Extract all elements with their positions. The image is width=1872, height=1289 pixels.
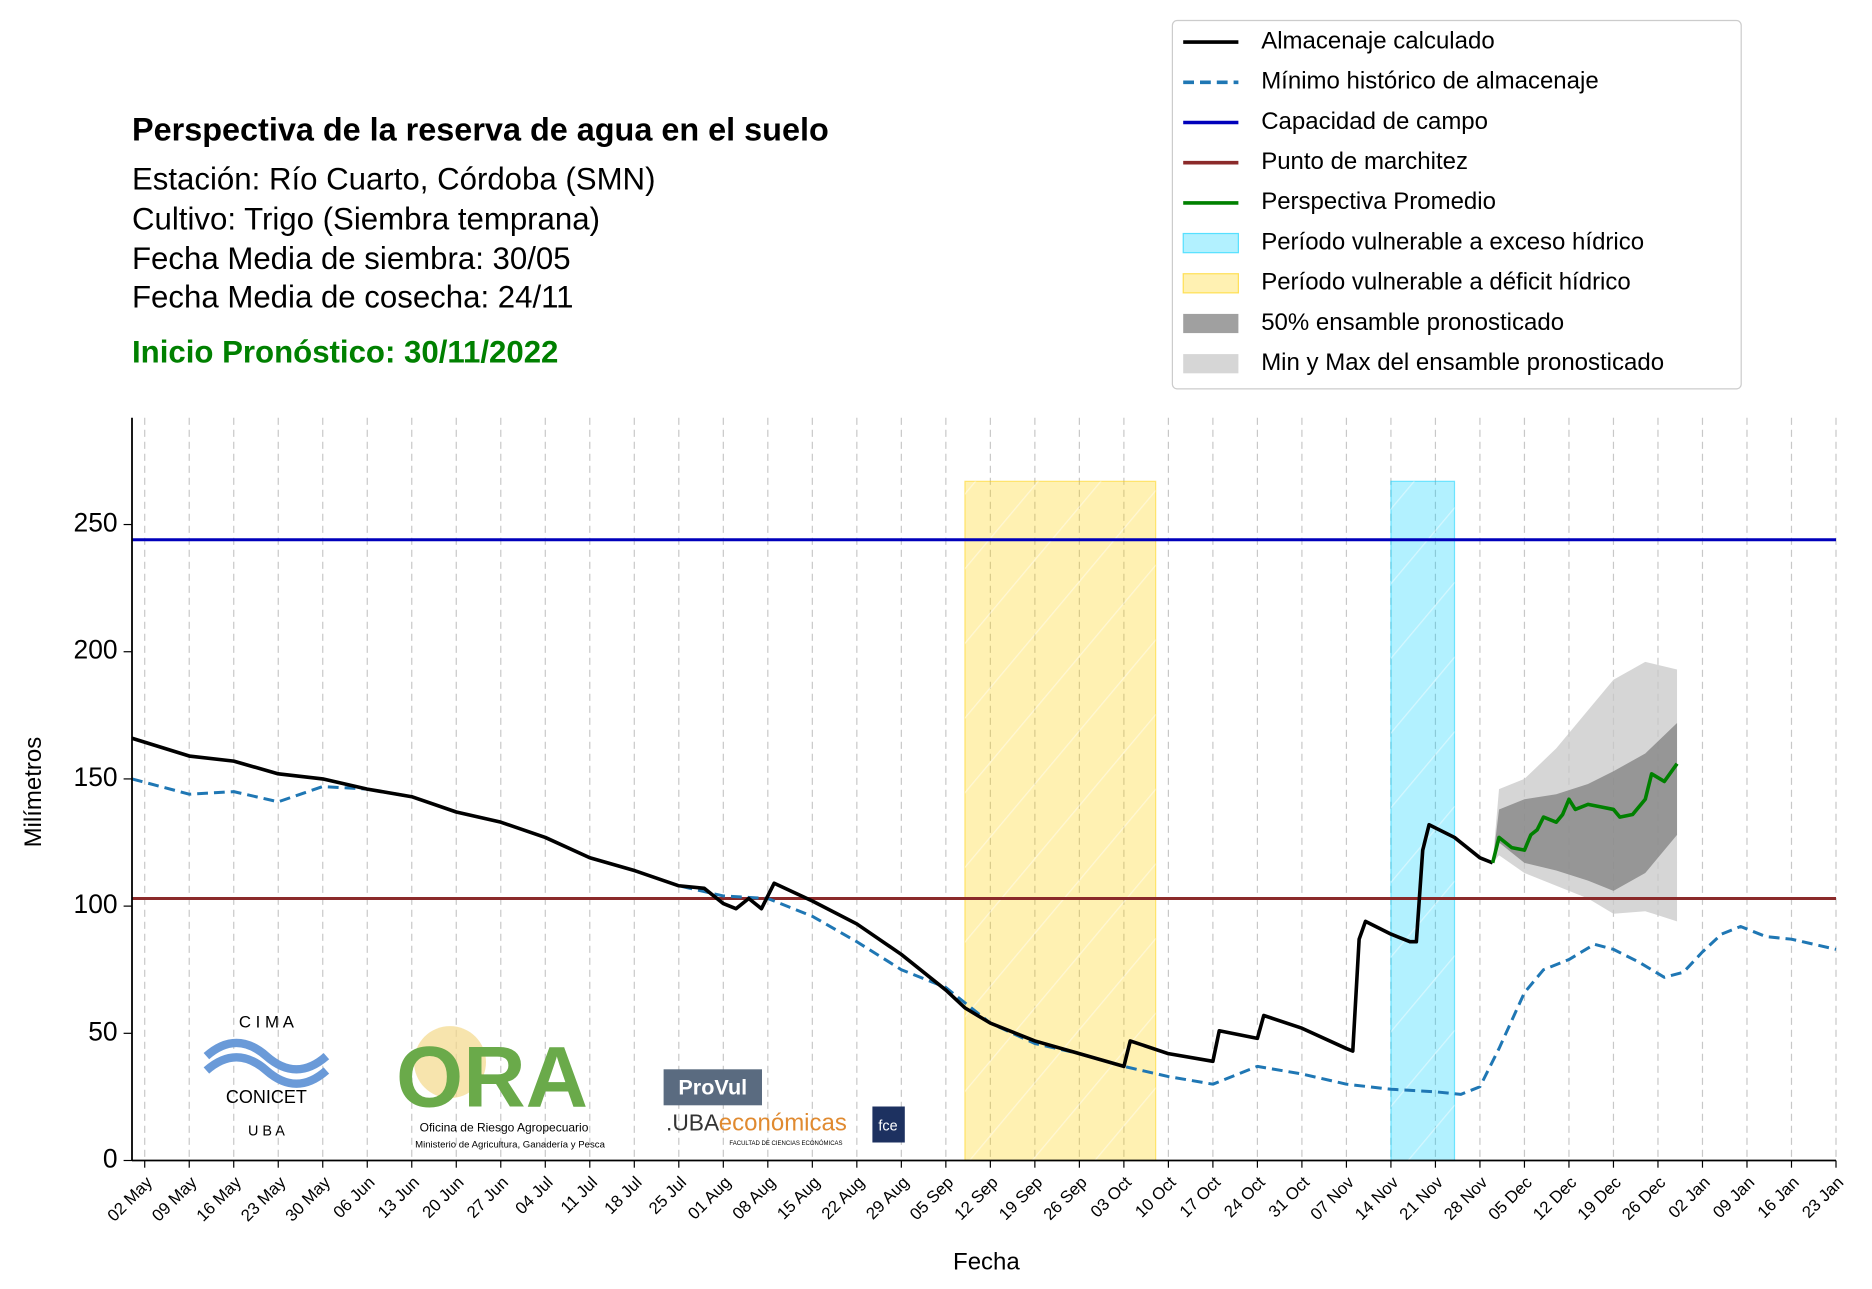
x-tick-label: 20 Jun bbox=[418, 1173, 467, 1222]
legend-box bbox=[1171, 19, 1742, 390]
legend-label: Min y Max del ensamble pronosticado bbox=[1261, 349, 1664, 376]
logo-text: C I M A bbox=[239, 1012, 295, 1031]
x-tick-label: 09 Jan bbox=[1709, 1173, 1758, 1222]
legend-label: Almacenaje calculado bbox=[1261, 27, 1494, 54]
logo-text: Ministerio de Agricultura, Ganadería y P… bbox=[415, 1139, 606, 1150]
logo-text: CONICET bbox=[226, 1087, 307, 1107]
x-tick-label: 12 Sep bbox=[951, 1173, 1002, 1224]
x-tick-label: 21 Nov bbox=[1396, 1172, 1447, 1223]
legend-swatch bbox=[1182, 232, 1239, 254]
x-tick-label: 18 Jul bbox=[600, 1173, 645, 1218]
x-tick-label: 19 Sep bbox=[995, 1173, 1046, 1224]
subtitle: Fecha Media de cosecha: 24/11 bbox=[132, 279, 574, 314]
x-tick-label: 23 May bbox=[237, 1172, 290, 1225]
y-tick-label: 0 bbox=[103, 1143, 118, 1173]
logo-text: ProVul bbox=[678, 1075, 747, 1100]
x-tick-label: 31 Oct bbox=[1265, 1173, 1314, 1222]
logo-shape bbox=[663, 1069, 762, 1106]
logo-shape bbox=[203, 1038, 330, 1088]
logo-text: U B A bbox=[248, 1123, 285, 1139]
logo-shape bbox=[414, 1026, 486, 1099]
x-tick-label: 19 Dec bbox=[1574, 1173, 1625, 1224]
logo-text: Oficina de Riesgo Agropecuario bbox=[420, 1121, 589, 1135]
x-tick-label: 15 Aug bbox=[773, 1173, 823, 1223]
x-tick-label: 03 Oct bbox=[1087, 1173, 1136, 1222]
x-tick-label: 26 Sep bbox=[1040, 1173, 1091, 1224]
logo-text: ORA bbox=[396, 1030, 588, 1126]
x-tick-label: 28 Nov bbox=[1440, 1172, 1491, 1223]
x-tick-label: 08 Aug bbox=[729, 1173, 779, 1223]
x-tick-label: 24 Oct bbox=[1220, 1173, 1269, 1222]
y-tick-label: 250 bbox=[74, 508, 118, 538]
x-tick-label: 22 Aug bbox=[818, 1173, 868, 1223]
legend-swatch bbox=[1183, 313, 1239, 334]
y-tick-label: 50 bbox=[88, 1016, 117, 1046]
line bbox=[1490, 762, 1679, 864]
span-hatch bbox=[1390, 481, 1455, 1161]
x-tick-label: 27 Jun bbox=[463, 1173, 512, 1222]
y-axis-label: Milímetros bbox=[20, 737, 47, 848]
forecast-start: Inicio Pronóstico: 30/11/2022 bbox=[132, 335, 558, 370]
x-tick-label: 17 Oct bbox=[1176, 1173, 1225, 1222]
x-tick-label: 02 Jan bbox=[1665, 1173, 1714, 1222]
x-tick-label: 26 Dec bbox=[1618, 1173, 1669, 1224]
x-tick-label: 05 Sep bbox=[906, 1173, 957, 1224]
logo-text: económicas bbox=[719, 1110, 847, 1137]
y-tick-label: 100 bbox=[74, 889, 118, 919]
legend-label: Perspectiva Promedio bbox=[1261, 188, 1496, 215]
logo-text: .UBA bbox=[666, 1110, 720, 1136]
x-tick-label: 14 Nov bbox=[1351, 1172, 1402, 1223]
x-tick-label: 05 Dec bbox=[1485, 1173, 1536, 1224]
x-tick-label: 01 Aug bbox=[684, 1173, 734, 1223]
legend-swatch bbox=[1182, 273, 1239, 294]
x-tick-label: 29 Aug bbox=[862, 1173, 912, 1223]
logo-text: FACULTAD DE CIENCIAS ECONÓMICAS bbox=[729, 1140, 842, 1147]
x-tick-label: 02 May bbox=[104, 1172, 157, 1225]
x-axis-label: Fecha bbox=[953, 1249, 1020, 1276]
x-tick-label: 10 Oct bbox=[1131, 1173, 1180, 1222]
logo-text: fce bbox=[878, 1119, 897, 1135]
y-tick-label: 150 bbox=[74, 762, 118, 792]
x-tick-label: 12 Dec bbox=[1529, 1173, 1580, 1224]
x-tick-label: 16 Jan bbox=[1754, 1173, 1803, 1222]
legend-label: Capacidad de campo bbox=[1261, 108, 1488, 135]
x-tick-label: 07 Nov bbox=[1307, 1172, 1358, 1223]
y-tick-label: 200 bbox=[74, 635, 118, 665]
legend-swatch bbox=[1183, 354, 1239, 374]
x-tick-label: 11 Jul bbox=[557, 1173, 601, 1217]
legend: Almacenaje calculado Mínimo histórico de … bbox=[1171, 19, 1742, 390]
x-tick-label: 30 May bbox=[282, 1172, 335, 1225]
legend-label: Período vulnerable a exceso hídrico bbox=[1261, 228, 1644, 255]
x-tick-label: 25 Jul bbox=[645, 1173, 690, 1218]
legend-label: Punto de marchitez bbox=[1261, 148, 1468, 175]
line bbox=[131, 736, 1494, 1069]
x-tick-label: 23 Jan bbox=[1798, 1173, 1847, 1222]
subtitle: Fecha Media de siembra: 30/05 bbox=[132, 241, 571, 276]
legend-label: 50% ensamble pronosticado bbox=[1261, 309, 1564, 336]
subtitle: Cultivo: Trigo (Siembra temprana) bbox=[132, 201, 600, 236]
legend-label: Mínimo histórico de almacenaje bbox=[1261, 68, 1599, 95]
subtitle: Estación: Río Cuarto, Córdoba (SMN) bbox=[132, 162, 655, 197]
x-tick-label: 09 May bbox=[148, 1172, 201, 1225]
x-tick-label: 04 Jul bbox=[511, 1173, 556, 1218]
chart-title: Perspectiva de la reserva de agua en el … bbox=[132, 112, 829, 148]
x-tick-label: 13 Jun bbox=[374, 1173, 423, 1222]
x-tick-label: 16 May bbox=[193, 1172, 246, 1225]
legend-label: Período vulnerable a déficit hídrico bbox=[1261, 269, 1631, 296]
logos: C I M A CONICET U B A ORA Oficina de Rie… bbox=[203, 1012, 905, 1150]
logo-shape bbox=[872, 1106, 905, 1143]
x-tick-label: 06 Jun bbox=[329, 1173, 378, 1222]
line bbox=[131, 777, 1837, 1096]
